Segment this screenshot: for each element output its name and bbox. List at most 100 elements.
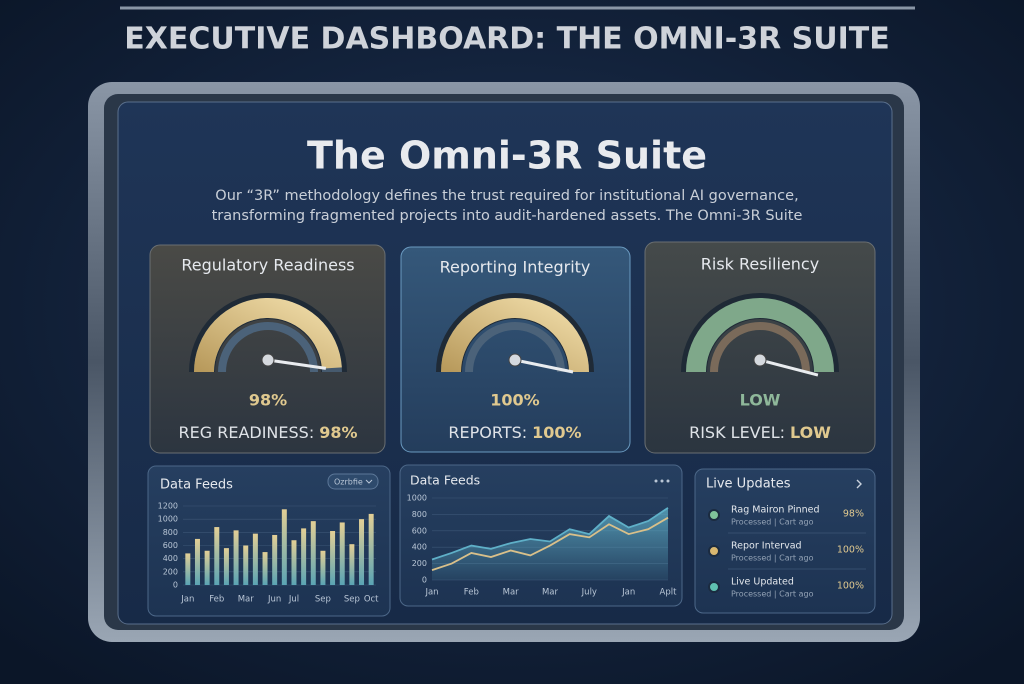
- update-title: Repor Intervad: [731, 541, 802, 552]
- update-title: Live Updated: [731, 577, 794, 588]
- x-tick-label: Jul: [288, 595, 299, 605]
- y-tick-label: 600: [163, 541, 178, 550]
- gauge-title: Risk Resiliency: [701, 255, 819, 274]
- menu-dot: [666, 479, 670, 483]
- line: [431, 516, 669, 572]
- gauge-needle: [267, 358, 327, 370]
- bar: [310, 521, 316, 585]
- updates-card: [694, 468, 876, 614]
- filter-dropdown[interactable]: [327, 473, 379, 490]
- x-tick-label: Jan: [180, 595, 194, 605]
- bar: [301, 528, 307, 585]
- gauge-status: REPORTS: 100%: [448, 423, 581, 442]
- bar: [233, 530, 239, 585]
- bar: [349, 544, 355, 585]
- x-tick-label: Jan: [424, 588, 438, 598]
- gauge-needle: [759, 358, 819, 377]
- x-tick-label: Mar: [238, 595, 255, 605]
- gauge-track: [686, 298, 834, 373]
- bar: [262, 552, 268, 585]
- line: [431, 507, 669, 561]
- bar: [368, 513, 374, 585]
- x-tick-label: Mar: [503, 588, 520, 598]
- menu-dot: [654, 479, 658, 483]
- bar: [204, 550, 210, 585]
- x-tick-label: Oct: [364, 595, 379, 605]
- gauge-hub: [508, 353, 522, 367]
- update-value: 100%: [837, 545, 864, 556]
- panel-description: Our “3R” methodology defines the trust r…: [215, 188, 798, 204]
- update-value: 100%: [837, 581, 864, 592]
- y-tick-label: 0: [422, 576, 427, 585]
- status-dot: [708, 509, 720, 521]
- bar: [194, 538, 200, 585]
- x-tick-label: Feb: [464, 588, 479, 598]
- x-tick-label: July: [581, 588, 597, 598]
- x-tick-label: Jun: [267, 595, 281, 605]
- gauge-inner: [465, 322, 565, 373]
- gauge-card: [400, 246, 631, 453]
- dropdown-chevron: [365, 479, 373, 484]
- y-tick-label: 800: [163, 528, 178, 537]
- status-dot: [708, 545, 720, 557]
- update-subtitle: Processed | Cart ago: [731, 518, 814, 527]
- y-tick-label: 800: [412, 510, 427, 519]
- gauge-value: LOW: [740, 391, 781, 410]
- header-title: EXECUTIVE DASHBOARD: THE OMNI-3R SUITE: [124, 22, 889, 57]
- gauge-status: REG READINESS: 98%: [179, 423, 358, 442]
- bar: [272, 534, 278, 585]
- updates-title: Live Updates: [706, 477, 791, 492]
- status-label: REPORTS:: [448, 423, 527, 442]
- update-subtitle: Processed | Cart ago: [731, 590, 814, 599]
- gauge-status: RISK LEVEL: LOW: [689, 423, 831, 442]
- status-value: 100%: [532, 423, 581, 442]
- status-dot: [708, 581, 720, 593]
- x-tick-label: Mar: [542, 588, 559, 598]
- panel-title: The Omni-3R Suite: [307, 134, 707, 178]
- gauge-title: Regulatory Readiness: [181, 256, 354, 275]
- y-tick-label: 0: [173, 581, 178, 590]
- gauge-title: Reporting Integrity: [440, 258, 591, 277]
- bar: [252, 533, 258, 585]
- gauge-needle: [514, 358, 574, 374]
- bar: [339, 522, 345, 585]
- status-label: REG READINESS:: [179, 423, 315, 442]
- chart-title: Data Feeds: [410, 473, 480, 488]
- bar: [281, 509, 287, 585]
- y-tick-label: 1000: [158, 515, 178, 524]
- gauge-value: 100%: [490, 391, 539, 410]
- bar: [214, 527, 220, 585]
- status-value: LOW: [790, 423, 831, 442]
- gauge-hub: [753, 353, 767, 367]
- y-tick-label: 200: [412, 559, 427, 568]
- y-tick-label: 1000: [407, 494, 427, 503]
- chart-title: Data Feeds: [160, 478, 233, 493]
- status-value: 98%: [319, 423, 357, 442]
- bar: [243, 545, 249, 585]
- menu-icon[interactable]: [654, 479, 670, 483]
- area: [432, 507, 668, 580]
- x-tick-label: Aplt: [660, 588, 678, 598]
- y-tick-label: 600: [412, 526, 427, 535]
- gauge-card: [149, 244, 386, 454]
- filter-label: Ozrbfie: [334, 478, 363, 487]
- x-tick-label: Sep: [344, 595, 360, 605]
- x-tick-label: Sep: [315, 595, 331, 605]
- gauge-inner: [710, 322, 810, 373]
- status-label: RISK LEVEL:: [689, 423, 785, 442]
- bar: [330, 531, 336, 585]
- gauge-inner: [218, 322, 318, 373]
- bar: [359, 519, 365, 585]
- y-tick-label: 400: [163, 554, 178, 563]
- menu-dot: [660, 479, 664, 483]
- chevron-icon[interactable]: [856, 479, 862, 489]
- y-tick-label: 400: [412, 543, 427, 552]
- update-subtitle: Processed | Cart ago: [731, 554, 814, 563]
- x-tick-label: Jan: [621, 588, 635, 598]
- bar: [223, 548, 229, 585]
- bar: [320, 550, 326, 585]
- gauge-fill: [441, 298, 589, 373]
- gauge-hub: [261, 353, 275, 367]
